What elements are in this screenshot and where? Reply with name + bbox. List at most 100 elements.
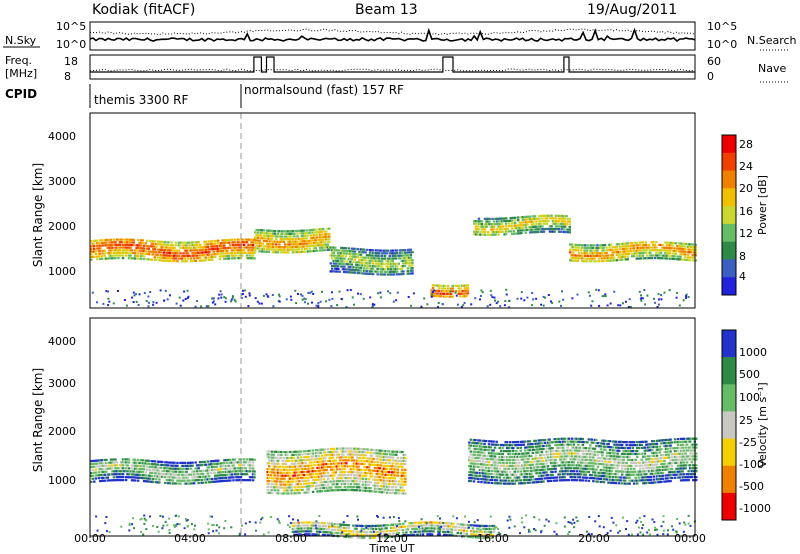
heatmap-cell xyxy=(328,480,331,483)
heatmap-cell xyxy=(376,455,380,458)
heatmap-cell xyxy=(387,260,390,263)
heatmap-cell xyxy=(362,267,366,270)
heatmap-cell xyxy=(192,482,196,485)
heatmap-cell xyxy=(563,223,567,226)
heatmap-cell xyxy=(364,489,368,492)
heatmap-cell xyxy=(307,449,310,452)
heatmap-cell xyxy=(105,458,108,461)
heatmap-cell xyxy=(451,284,454,288)
heatmap-cell xyxy=(316,484,319,487)
heatmap-cell xyxy=(540,468,544,471)
heatmap-cell xyxy=(266,476,269,480)
heatmap-cell xyxy=(99,252,102,255)
heatmap-cell xyxy=(617,256,620,259)
heatmap-cell xyxy=(454,291,457,294)
heatmap-cell xyxy=(524,215,528,218)
heatmap-cell xyxy=(462,304,465,307)
heatmap-cell xyxy=(248,461,252,464)
heatmap-cell xyxy=(224,476,228,479)
heatmap-cell xyxy=(384,482,387,485)
heatmap-cell xyxy=(527,440,530,443)
heatmap-cell xyxy=(526,228,529,232)
heatmap-cell xyxy=(146,247,149,250)
heatmap-cell xyxy=(162,469,166,473)
heatmap-cell xyxy=(565,231,568,234)
heatmap-cell xyxy=(542,474,545,477)
heatmap-cell xyxy=(298,462,301,465)
heatmap-cell xyxy=(129,243,132,247)
heatmap-cell xyxy=(152,245,155,248)
heatmap-cell xyxy=(275,459,278,462)
heatmap-cell xyxy=(501,464,504,467)
heatmap-cell xyxy=(379,265,382,268)
heatmap-cell xyxy=(192,241,196,244)
heatmap-cell xyxy=(527,218,531,221)
heatmap-cell xyxy=(224,239,228,242)
heatmap-cell xyxy=(293,465,297,468)
heatmap-cell xyxy=(516,452,519,455)
heatmap-cell xyxy=(136,257,140,260)
heatmap-cell xyxy=(545,447,548,450)
heatmap-cell xyxy=(287,248,290,251)
station-title: Kodiak (fitACF) xyxy=(92,2,195,18)
heatmap-cell xyxy=(515,232,518,235)
heatmap-cell xyxy=(402,272,405,276)
heatmap-cell xyxy=(521,216,525,219)
heatmap-cell xyxy=(318,228,322,231)
heatmap-cell xyxy=(373,481,377,484)
heatmap-cell xyxy=(302,234,305,237)
heatmap-cell xyxy=(208,240,211,243)
heatmap-cell xyxy=(367,254,370,257)
heatmap-cell xyxy=(146,477,149,480)
heatmap-cell xyxy=(291,238,295,241)
heatmap-cell xyxy=(247,246,250,249)
heatmap-cell xyxy=(341,257,345,260)
heatmap-cell xyxy=(588,294,591,297)
heatmap-cell xyxy=(298,480,301,483)
heatmap-cell xyxy=(373,265,376,268)
heatmap-cell xyxy=(141,459,144,462)
heatmap-cell xyxy=(314,449,318,452)
heatmap-cell xyxy=(515,224,518,227)
heatmap-cell xyxy=(443,295,447,298)
heatmap-cell xyxy=(132,244,135,247)
heatmap-cell xyxy=(201,248,205,251)
heatmap-cell xyxy=(380,273,384,276)
heatmap-cell xyxy=(387,257,390,260)
heatmap-cell xyxy=(656,254,660,257)
heatmap-cell xyxy=(679,253,682,256)
heatmap-cell xyxy=(156,253,160,256)
heatmap-cell xyxy=(539,445,542,448)
heatmap-cell xyxy=(327,462,330,466)
heatmap-cell xyxy=(433,284,436,287)
heatmap-cell xyxy=(376,484,380,488)
heatmap-cell xyxy=(340,450,344,453)
heatmap-cell xyxy=(304,453,307,456)
heatmap-cell xyxy=(102,464,105,468)
heatmap-cell xyxy=(289,295,292,298)
heatmap-cell xyxy=(541,230,544,233)
heatmap-cell xyxy=(547,294,550,296)
heatmap-cell xyxy=(320,454,324,457)
power-ytick-4000: 4000 xyxy=(48,130,76,143)
heatmap-cell xyxy=(296,251,299,254)
heatmap-cell xyxy=(489,233,493,236)
heatmap-cell xyxy=(308,247,311,250)
heatmap-cell xyxy=(198,475,202,479)
heatmap-cell xyxy=(121,467,125,470)
heatmap-cell xyxy=(132,238,135,241)
heatmap-cell xyxy=(336,489,339,492)
heatmap-cell xyxy=(277,462,280,465)
heatmap-cell xyxy=(493,443,497,446)
heatmap-cell xyxy=(230,257,234,260)
heatmap-cell xyxy=(640,252,643,255)
heatmap-cell xyxy=(171,467,175,470)
heatmap-cell xyxy=(217,462,220,465)
heatmap-cell xyxy=(527,458,530,461)
heatmap-cell xyxy=(647,246,651,249)
heatmap-cell xyxy=(389,477,392,480)
heatmap-cell xyxy=(465,284,468,287)
heatmap-cell xyxy=(430,289,433,292)
heatmap-cell xyxy=(504,300,507,303)
heatmap-cell xyxy=(439,292,442,295)
